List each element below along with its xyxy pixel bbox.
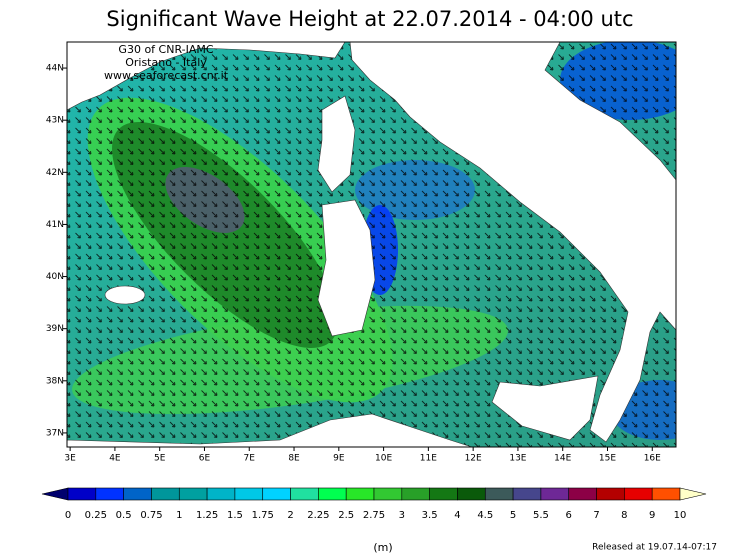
credit-line: www.seaforecast.cnr.it xyxy=(104,69,229,82)
colorbar-label: 6 xyxy=(566,510,572,521)
colorbar-label: 2 xyxy=(287,510,293,521)
colorbar-label: 0.5 xyxy=(116,510,132,521)
colorbar-label: 10 xyxy=(674,510,687,521)
title: Significant Wave Height at 22.07.2014 - … xyxy=(106,7,633,31)
balearics xyxy=(104,285,146,305)
corsica xyxy=(317,95,356,193)
colorbar-label: 2.75 xyxy=(363,510,385,521)
colorbar-over xyxy=(679,487,707,501)
colorbar-box xyxy=(95,487,124,501)
x-tick-label: 4E xyxy=(109,454,121,464)
colorbar-label: 8 xyxy=(621,510,627,521)
colorbar-label: 5 xyxy=(510,510,516,521)
y-tick-label: 42N xyxy=(46,168,64,178)
colorbar-box xyxy=(540,487,570,501)
colorbar-box xyxy=(624,487,653,501)
colorbar-box xyxy=(484,487,514,501)
x-tick-label: 12E xyxy=(465,454,482,464)
x-tick-label: 8E xyxy=(288,454,300,464)
colorbar-label: 2.25 xyxy=(307,510,329,521)
y-tick-label: 44N xyxy=(46,64,64,74)
x-tick-label: 14E xyxy=(554,454,571,464)
x-tick-label: 16E xyxy=(644,454,661,464)
x-tick-label: 7E xyxy=(244,454,256,464)
y-tick-label: 39N xyxy=(46,324,64,334)
colorbar-box xyxy=(206,487,236,501)
colorbar-box xyxy=(290,487,319,501)
colorbar-under xyxy=(41,487,69,501)
colorbar-label: 2.5 xyxy=(338,510,354,521)
x-tick-label: 9E xyxy=(333,454,345,464)
colorbar-box xyxy=(651,487,681,501)
colorbar-box xyxy=(429,487,458,501)
colorbar-label: 1 xyxy=(176,510,182,521)
map-frame xyxy=(66,41,677,448)
y-tick-label: 41N xyxy=(46,220,64,230)
colorbar-box xyxy=(512,487,542,501)
colorbar-box xyxy=(67,487,97,501)
colorbar-label: 1.75 xyxy=(252,510,274,521)
colorbar-box xyxy=(234,487,264,501)
colorbar-box xyxy=(262,487,291,501)
x-tick-label: 10E xyxy=(375,454,392,464)
colorbar-label: 4 xyxy=(454,510,460,521)
sicily xyxy=(491,375,599,441)
colorbar-box xyxy=(373,487,403,501)
x-tick-label: 6E xyxy=(199,454,211,464)
sardinia xyxy=(317,199,376,337)
x-tick-label: 3E xyxy=(64,454,76,464)
y-tick-label: 43N xyxy=(46,116,64,126)
colorbar-label: 0 xyxy=(65,510,71,521)
colorbar-box xyxy=(178,487,208,501)
colorbar-label: 1.25 xyxy=(196,510,218,521)
colorbar-label: 7 xyxy=(593,510,599,521)
colorbar-unit: (m) xyxy=(373,541,392,554)
colorbar-label: 1.5 xyxy=(227,510,243,521)
colorbar-box xyxy=(345,487,375,501)
colorbar-label: 0.25 xyxy=(85,510,107,521)
colorbar-label: 3.5 xyxy=(422,510,438,521)
italy xyxy=(349,42,676,443)
colorbar-label: 5.5 xyxy=(533,510,549,521)
credit-line: G30 of CNR-IAMC xyxy=(118,43,213,56)
land xyxy=(67,42,676,447)
colorbar-box xyxy=(596,487,625,501)
africa xyxy=(67,413,473,447)
colorbar-box xyxy=(401,487,430,501)
x-tick-label: 13E xyxy=(509,454,526,464)
y-tick-label: 40N xyxy=(46,272,64,282)
colorbar-box xyxy=(318,487,347,501)
colorbar-box xyxy=(151,487,180,501)
x-tick-label: 11E xyxy=(420,454,437,464)
colorbar-label: 9 xyxy=(649,510,655,521)
x-tick-label: 5E xyxy=(154,454,166,464)
colorbar-label: 4.5 xyxy=(477,510,493,521)
credit: G30 of CNR-IAMC Oristano - Italy www.sea… xyxy=(104,43,229,82)
colorbar-label: 3 xyxy=(399,510,405,521)
land-north xyxy=(67,42,346,111)
map xyxy=(67,42,676,447)
x-tick-label: 15E xyxy=(599,454,616,464)
release-note: Released at 19.07.14-07:17 xyxy=(592,543,717,553)
y-tick-label: 37N xyxy=(46,428,64,438)
credit-line: Oristano - Italy xyxy=(125,56,207,69)
colorbar-box xyxy=(457,487,486,501)
colorbar-label: 0.75 xyxy=(140,510,162,521)
y-tick-label: 38N xyxy=(46,376,64,386)
colorbar-box xyxy=(568,487,597,501)
colorbar-box xyxy=(123,487,152,501)
